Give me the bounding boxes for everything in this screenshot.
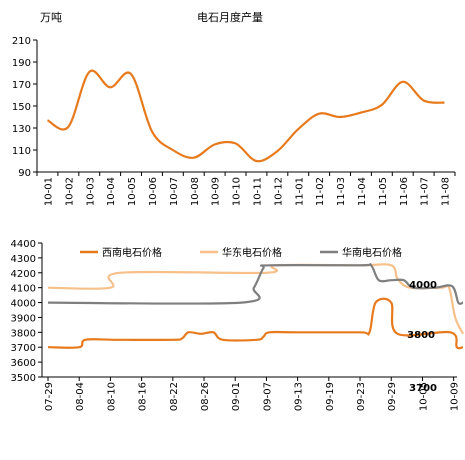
chart2-x-tick-label: 09-19	[325, 382, 336, 411]
chart1-y-tick-label: 170	[12, 80, 31, 91]
chart2-x-tick-label: 07-29	[44, 382, 55, 411]
chart1-x-tick-label: 10-10	[232, 177, 243, 206]
chart2-y-tick-label: 3800	[11, 328, 36, 339]
chart1-x-tick-label: 11-03	[336, 177, 347, 206]
chart1-x-tick-label: 10-01	[43, 177, 54, 206]
chart2-x-tick-label: 10-09	[450, 382, 461, 411]
chart2-y-tick-label: 4100	[11, 284, 36, 295]
chart1-y-tick-label: 210	[12, 36, 31, 47]
chart1-y-tick-label: 150	[12, 102, 31, 113]
chart2-axes	[42, 243, 457, 377]
chart1-x-tick-label: 11-04	[357, 177, 368, 206]
chart1-series	[47, 71, 444, 162]
price-chart: 3500 3600 3700 3800 3900 4000 4100 4200 4300 4400…	[11, 239, 463, 411]
chart1-y-tick-label: 110	[12, 146, 31, 157]
chart2-x-ticks: 07-29 08-04 08-10 08-16 08-22 08-26 09-01 09-07…	[44, 377, 461, 411]
chart2-y-tick-label: 3900	[11, 313, 36, 324]
chart1-x-tick-label: 11-06	[399, 177, 410, 206]
legend-label-3: 华南电石价格	[342, 246, 402, 259]
chart2-x-tick-label: 08-22	[169, 382, 180, 411]
chart1-y-ticks: 90 110 130 150 170 190 210	[12, 36, 37, 179]
chart1-x-tick-label: 11-07	[420, 177, 431, 206]
chart1-x-tick-label: 11-01	[294, 177, 305, 206]
chart2-series	[48, 264, 463, 348]
legend-label-2: 华东电石价格	[222, 246, 282, 259]
chart1-x-tick-label: 10-02	[64, 177, 75, 206]
chart1-title: 电石月度产量	[197, 10, 263, 24]
chart2-y-tick-label: 3700	[11, 343, 36, 354]
chart1-x-ticks: 10-01 10-02 10-03 10-04 10-05 10-06 10-07 10-08…	[37, 172, 455, 206]
chart2-y-ticks: 3500 3600 3700 3800 3900 4000 4100 4200 4300 4400	[11, 239, 42, 384]
chart2-x-tick-label: 09-23	[356, 382, 367, 411]
chart2-x-tick-label: 08-10	[106, 382, 117, 411]
chart2-y-tick-label: 3500	[11, 373, 36, 384]
chart2-x-tick-label: 08-26	[200, 382, 211, 411]
chart2-x-tick-label: 09-01	[231, 382, 242, 411]
chart2-y-tick-label: 4000	[11, 299, 36, 310]
annotation-3700: 3700	[409, 383, 437, 394]
chart1-x-tick-label: 10-12	[273, 177, 284, 206]
chart2-y-tick-label: 4200	[11, 269, 36, 280]
chart1-x-tick-label: 10-03	[85, 177, 96, 206]
chart2-x-tick-label: 09-29	[387, 382, 398, 411]
annotation-4000: 4000	[409, 280, 437, 291]
chart2-series-line-2	[48, 264, 463, 333]
chart2-y-tick-label: 4400	[11, 239, 36, 250]
legend-label-1: 西南电石价格	[102, 246, 162, 259]
chart2-y-tick-label: 3600	[11, 358, 36, 369]
chart2-x-tick-label: 09-13	[294, 382, 305, 411]
chart2-x-tick-label: 08-16	[138, 382, 149, 411]
chart1-x-tick-label: 10-05	[127, 177, 138, 206]
chart1-x-tick-label: 10-04	[106, 177, 117, 206]
chart1-x-tick-label: 10-11	[252, 177, 263, 206]
annotation-3800: 3800	[407, 330, 435, 341]
chart1-x-tick-label: 11-02	[315, 177, 326, 206]
chart2-x-tick-label: 09-07	[262, 382, 273, 411]
chart1-x-tick-label: 10-09	[211, 177, 222, 206]
chart1-y-tick-label: 190	[12, 58, 31, 69]
chart1-y-tick-label: 90	[18, 168, 31, 179]
chart1-unit-label: 万吨	[40, 11, 62, 24]
chart2-series-line-1	[48, 299, 463, 349]
chart1-x-tick-label: 10-08	[190, 177, 201, 206]
chart1-series-line	[48, 71, 445, 162]
chart1-x-tick-label: 10-06	[148, 177, 159, 206]
chart2-legend: 西南电石价格 华东电石价格 华南电石价格	[80, 246, 402, 259]
chart1-x-tick-label: 10-07	[169, 177, 180, 206]
chart2-x-tick-label: 08-04	[75, 382, 86, 411]
chart2-y-tick-label: 4300	[11, 254, 36, 265]
chart1-x-tick-label: 11-05	[378, 177, 389, 206]
chart1-y-tick-label: 130	[12, 124, 31, 135]
chart1-x-tick-label: 11-08	[441, 177, 452, 206]
